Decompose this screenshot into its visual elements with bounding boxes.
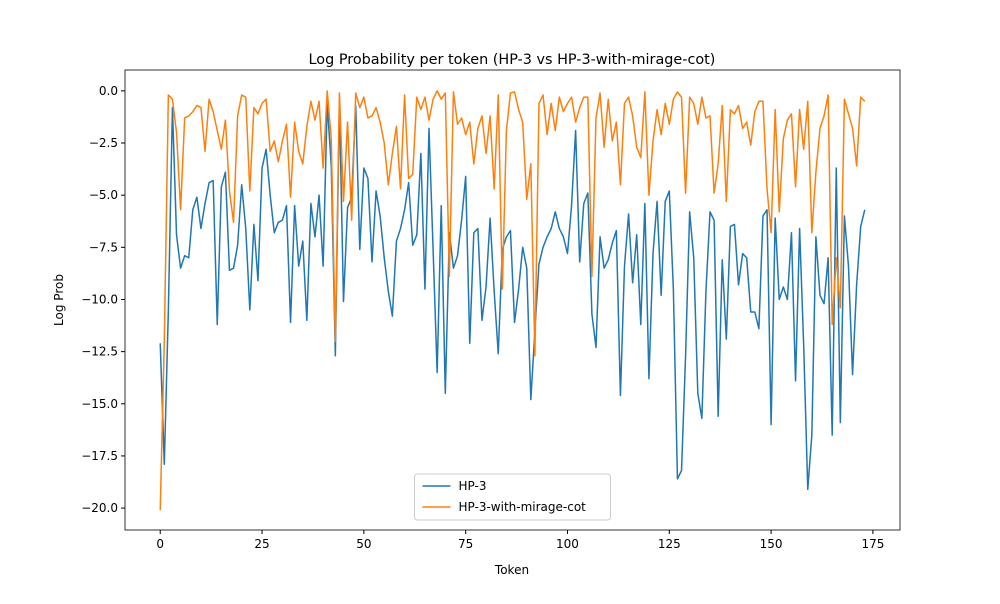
line <box>159 90 866 511</box>
chart-title: Log Probability per token (HP-3 vs HP-3-… <box>309 52 716 68</box>
legend: HP-3 HP-3-with-mirage-cot <box>414 473 611 521</box>
axes-frame <box>124 69 901 531</box>
x-tick-label: 125 <box>658 537 681 551</box>
y-tick-label: −15.0 <box>81 397 118 411</box>
y-tick-label: −2.5 <box>89 136 118 150</box>
y-tick-label: −17.5 <box>81 449 118 463</box>
legend-label: HP-3 <box>459 479 487 493</box>
y-tick-label: −12.5 <box>81 345 118 359</box>
x-tick-label: 100 <box>556 537 579 551</box>
x-tick-label: 0 <box>156 537 164 551</box>
y-tick-label: 0.0 <box>99 84 118 98</box>
x-tick-label: 50 <box>356 537 371 551</box>
x-tick-label: 150 <box>760 537 783 551</box>
legend-box <box>414 473 611 521</box>
y-tick-label: −7.5 <box>89 240 118 254</box>
x-axis-label: Token <box>494 563 529 577</box>
x-tick-label: 175 <box>861 537 884 551</box>
y-axis-label: Log Prob <box>52 274 66 326</box>
x-tick-label: 75 <box>458 537 473 551</box>
y-tick-label: −20.0 <box>81 501 118 515</box>
legend-label: HP-3-with-mirage-cot <box>459 500 587 514</box>
y-tick-label: −5.0 <box>89 188 118 202</box>
y-tick-label: −10.0 <box>81 292 118 306</box>
line <box>159 100 866 491</box>
x-tick-label: 25 <box>254 537 269 551</box>
